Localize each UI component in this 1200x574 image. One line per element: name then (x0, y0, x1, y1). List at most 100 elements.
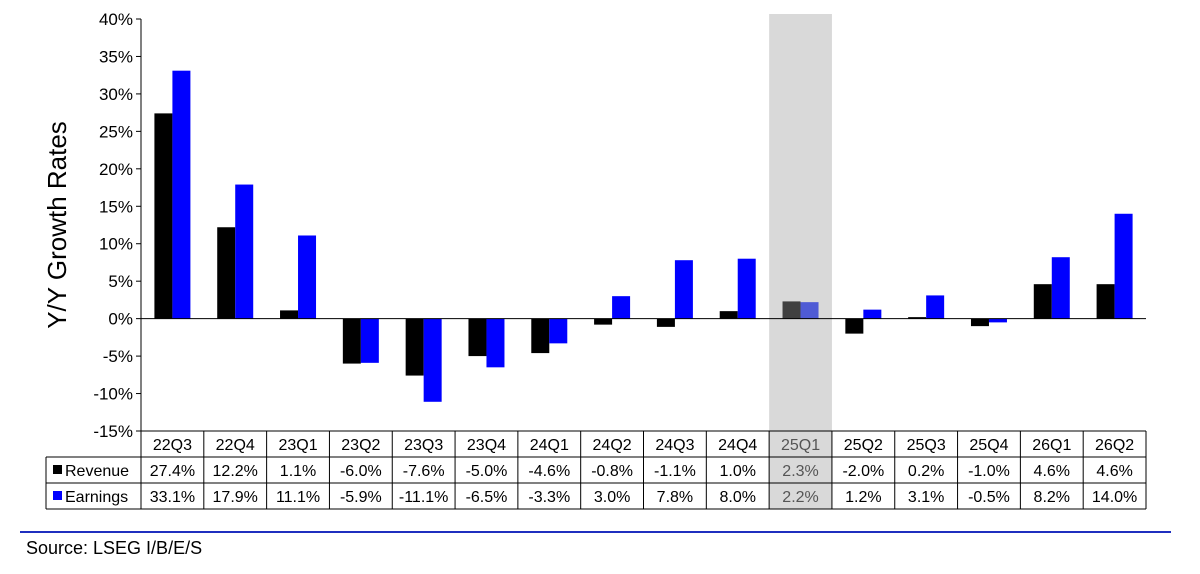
revenue-bar-24q3 (656, 318, 675, 327)
revenue-bar-26q2 (1096, 284, 1115, 319)
data-label: 14.0% (1092, 489, 1137, 506)
data-label: 4.6% (1096, 463, 1132, 480)
earnings-bar-23q1 (298, 235, 317, 319)
data-label: 0.2% (908, 463, 944, 480)
data-label: 27.4% (150, 463, 195, 480)
x-tick-label: 23Q3 (404, 437, 443, 454)
y-tick-label: 15% (99, 197, 133, 216)
data-label: -0.8% (591, 463, 633, 480)
y-tick-label: 35% (99, 47, 133, 66)
data-label: 2.2% (782, 489, 818, 506)
earnings-bar-23q3 (423, 318, 442, 402)
revenue-bar-24q4 (719, 311, 738, 319)
earnings-bar-23q2 (360, 318, 379, 363)
revenue-bar-23q2 (342, 318, 361, 364)
x-tick-label: 22Q4 (216, 437, 255, 454)
x-tick-label: 25Q2 (844, 437, 883, 454)
data-label: -4.6% (528, 463, 570, 480)
data-label: -11.1% (399, 489, 449, 506)
revenue-bar-24q2 (594, 318, 613, 325)
data-label: -1.0% (968, 463, 1010, 480)
data-label: -2.0% (842, 463, 884, 480)
data-label: 3.1% (908, 489, 944, 506)
data-label: 1.2% (845, 489, 881, 506)
legend-label-earnings: Earnings (65, 489, 128, 506)
earnings-bar-24q1 (549, 318, 568, 344)
x-tick-label: 22Q3 (153, 437, 192, 454)
y-axis-title: Y/Y Growth Rates (42, 121, 72, 329)
x-tick-label: 25Q4 (969, 437, 1008, 454)
y-tick-label: -5% (103, 347, 133, 366)
revenue-bar-23q1 (280, 310, 299, 319)
data-label: -6.5% (466, 489, 508, 506)
y-tick-label: 0% (108, 310, 133, 329)
data-label: 12.2% (213, 463, 258, 480)
y-tick-label: 10% (99, 235, 133, 254)
revenue-bar-25q3 (908, 317, 927, 319)
y-tick-label: 20% (99, 160, 133, 179)
y-tick-label: -15% (93, 422, 133, 441)
y-tick-label: 25% (99, 122, 133, 141)
revenue-bar-23q4 (468, 318, 487, 357)
earnings-bar-26q2 (1114, 213, 1133, 319)
data-label: 33.1% (150, 489, 195, 506)
footer-rule (20, 531, 1171, 533)
data-label: -5.9% (340, 489, 382, 506)
x-tick-label: 23Q2 (341, 437, 380, 454)
x-tick-label: 25Q3 (907, 437, 946, 454)
data-label: 2.3% (782, 463, 818, 480)
y-tick-label: -10% (93, 385, 133, 404)
x-tick-label: 26Q1 (1032, 437, 1071, 454)
earnings-bar-25q2 (863, 309, 882, 319)
earnings-bar-25q3 (926, 295, 945, 319)
earnings-bar-25q1 (800, 302, 819, 319)
data-label: -0.5% (968, 489, 1010, 506)
data-label: -3.3% (528, 489, 570, 506)
revenue-bar-23q3 (405, 318, 424, 376)
earnings-bar-24q4 (737, 258, 756, 319)
data-label: -6.0% (340, 463, 382, 480)
earnings-bar-24q3 (674, 260, 693, 319)
legend-label-revenue: Revenue (65, 463, 129, 480)
x-tick-label: 23Q1 (278, 437, 317, 454)
x-tick-label: 24Q4 (718, 437, 757, 454)
x-tick-label: 25Q1 (781, 437, 820, 454)
x-tick-label: 26Q2 (1095, 437, 1134, 454)
earnings-bar-22q3 (172, 70, 191, 319)
data-label: 1.0% (719, 463, 755, 480)
data-label: 3.0% (594, 489, 630, 506)
revenue-bar-25q2 (845, 318, 864, 334)
x-tick-label: 24Q3 (655, 437, 694, 454)
y-tick-label: 5% (108, 272, 133, 291)
data-label: 8.0% (719, 489, 755, 506)
data-label: 7.8% (657, 489, 693, 506)
revenue-bar-25q1 (782, 301, 801, 319)
data-label: -7.6% (403, 463, 445, 480)
earnings-bar-24q2 (612, 296, 631, 319)
data-label: 4.6% (1034, 463, 1070, 480)
revenue-bar-26q1 (1033, 284, 1052, 319)
data-label: 17.9% (213, 489, 258, 506)
legend-key-earnings (53, 491, 62, 500)
data-label: -1.1% (654, 463, 696, 480)
x-tick-label: 24Q1 (530, 437, 569, 454)
highlight-band (769, 14, 832, 509)
data-label: 11.1% (276, 489, 320, 506)
revenue-bar-24q1 (531, 318, 550, 354)
x-tick-label: 23Q4 (467, 437, 506, 454)
data-label: 1.1% (280, 463, 316, 480)
source-note: Source: LSEG I/B/E/S (26, 538, 203, 558)
legend-key-revenue (53, 465, 62, 474)
data-label: 8.2% (1034, 489, 1070, 506)
revenue-bar-22q4 (217, 227, 236, 319)
revenue-bar-22q3 (154, 113, 173, 319)
earnings-bar-26q1 (1051, 257, 1070, 319)
earnings-bar-22q4 (235, 184, 254, 319)
x-tick-label: 24Q2 (593, 437, 632, 454)
earnings-bar-23q4 (486, 318, 505, 368)
revenue-bar-25q4 (970, 318, 989, 327)
y-tick-label: 30% (99, 85, 133, 104)
y-tick-label: 40% (99, 10, 133, 29)
data-label: -5.0% (466, 463, 508, 480)
earnings-bar-25q4 (988, 318, 1007, 323)
